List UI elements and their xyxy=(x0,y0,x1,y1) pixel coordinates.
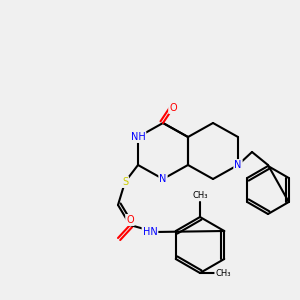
Text: N: N xyxy=(234,160,242,170)
Text: N: N xyxy=(159,174,167,184)
Text: NH: NH xyxy=(130,132,146,142)
Text: S: S xyxy=(122,177,128,187)
Text: CH₃: CH₃ xyxy=(192,190,208,200)
Text: O: O xyxy=(169,103,177,113)
Text: HN: HN xyxy=(142,227,158,237)
Text: CH₃: CH₃ xyxy=(215,268,231,278)
Text: O: O xyxy=(126,215,134,225)
